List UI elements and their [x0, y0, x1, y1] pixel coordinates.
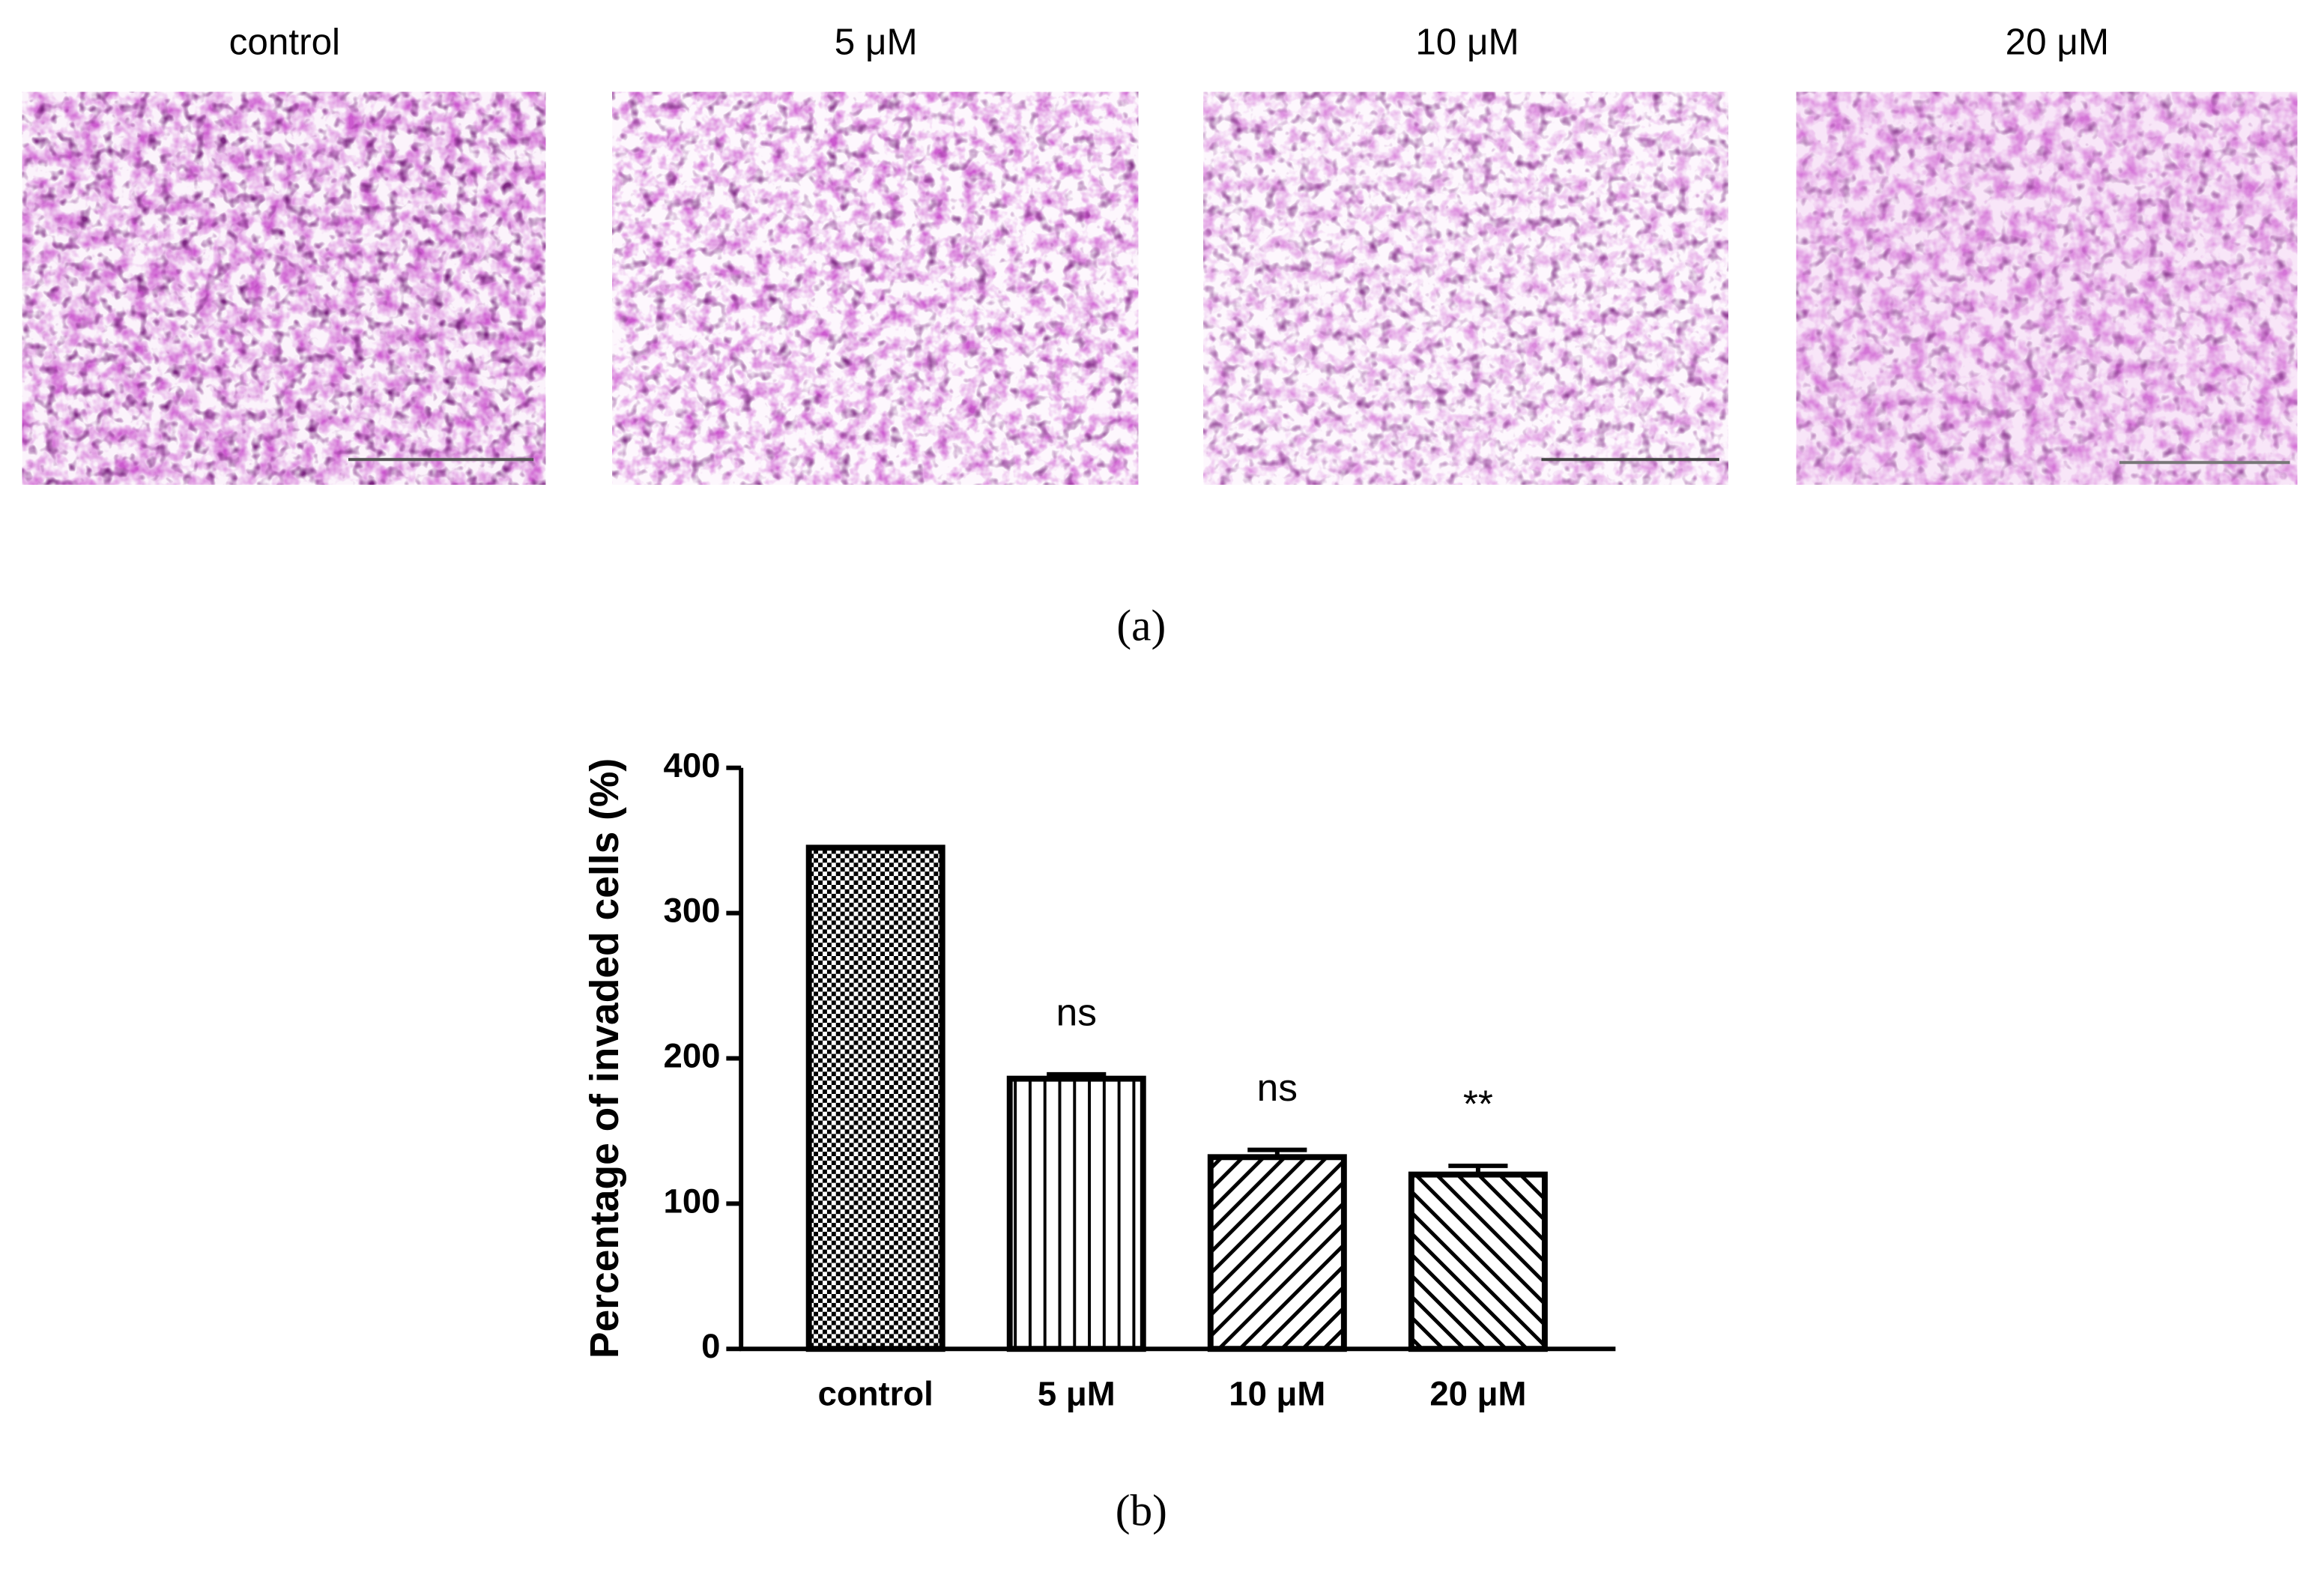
x-tick-label: 20 μM: [1429, 1375, 1526, 1413]
micrograph-cells: [22, 91, 546, 485]
panel-caption: (b): [1116, 1485, 1167, 1535]
micrograph-cells: [612, 91, 1139, 485]
x-tick-label: 5 μM: [1038, 1375, 1116, 1413]
bar: [1006, 1075, 1146, 1352]
y-tick-label: 300: [664, 892, 721, 930]
x-tick-label: control: [818, 1375, 933, 1413]
y-axis-label: Percentage of invaded cells (%): [583, 758, 627, 1358]
bar: [805, 844, 945, 1352]
image-label: control: [229, 21, 340, 62]
error-bar: [1247, 1147, 1307, 1158]
image-label: 5 μM: [835, 21, 918, 62]
significance-label: ns: [1056, 990, 1097, 1033]
y-tick-label: 100: [664, 1182, 721, 1220]
x-tick-label: 10 μM: [1229, 1375, 1325, 1413]
image-label: 10 μM: [1415, 21, 1519, 62]
error-bar: [1047, 1071, 1107, 1079]
bar: [1408, 1171, 1548, 1352]
significance-label: ns: [1257, 1065, 1298, 1109]
y-tick-label: 0: [701, 1327, 720, 1365]
panel-caption: (a): [1116, 600, 1166, 650]
bar-chart: Percentage of invaded cells (%) 0 100 200 3…: [583, 746, 1616, 1413]
micrograph-cells: [1796, 91, 2298, 485]
error-bar: [1448, 1163, 1508, 1175]
significance-label: **: [1463, 1081, 1493, 1125]
micrograph-panel: control 5 μM 10 μM 20 μM (a): [22, 21, 2298, 650]
bar: [1207, 1154, 1347, 1352]
image-label: 20 μM: [2006, 21, 2109, 62]
y-tick-label: 200: [664, 1037, 721, 1075]
y-tick-label: 400: [664, 746, 721, 784]
micrograph-cells: [1203, 91, 1728, 485]
